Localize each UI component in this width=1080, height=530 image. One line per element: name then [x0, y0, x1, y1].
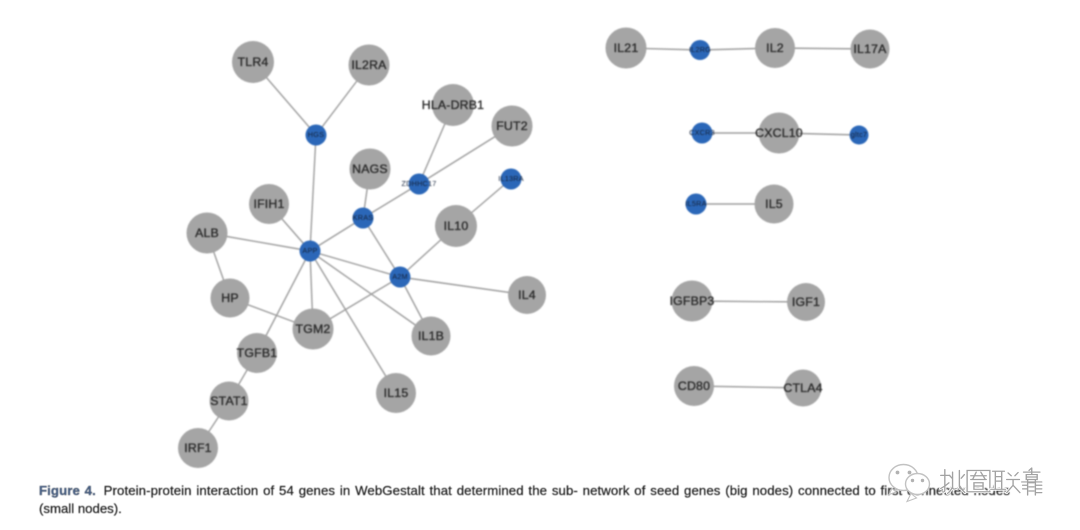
svg-text:TLR4: TLR4: [238, 55, 269, 69]
svg-text:A2M: A2M: [392, 272, 408, 281]
svg-text:IL2: IL2: [766, 41, 784, 55]
svg-text:TGFB1: TGFB1: [237, 346, 278, 360]
svg-text:IL15: IL15: [384, 386, 409, 400]
svg-text:IL5RA: IL5RA: [685, 199, 706, 208]
svg-text:TGM2: TGM2: [296, 322, 331, 336]
svg-text:CXCL10: CXCL10: [755, 126, 803, 140]
svg-text:gltc7: gltc7: [851, 130, 867, 139]
svg-text:FUT2: FUT2: [496, 119, 528, 133]
svg-text:IGF1: IGF1: [792, 295, 820, 309]
svg-text:STAT1: STAT1: [210, 394, 247, 408]
svg-text:IRF1: IRF1: [184, 441, 211, 455]
svg-text:IL13RA: IL13RA: [498, 174, 524, 183]
svg-text:ZDHHC17: ZDHHC17: [401, 179, 436, 188]
svg-text:HP: HP: [221, 291, 238, 305]
svg-text:IFIH1: IFIH1: [253, 197, 284, 211]
svg-text:IL2RA: IL2RA: [351, 58, 387, 72]
svg-text:IGFBP3: IGFBP3: [670, 294, 715, 308]
svg-text:IL1B: IL1B: [418, 329, 444, 343]
svg-text:CTLA4: CTLA4: [783, 381, 822, 395]
svg-text:APP: APP: [302, 246, 317, 255]
svg-text:HLA-DRB1: HLA-DRB1: [422, 98, 484, 112]
svg-text:IL21: IL21: [614, 41, 639, 55]
svg-text:IL17A: IL17A: [853, 42, 887, 56]
svg-text:IL4: IL4: [518, 288, 536, 302]
svg-text:NAGS: NAGS: [352, 162, 388, 176]
svg-text:CD80: CD80: [678, 379, 710, 393]
svg-text:CXCR3: CXCR3: [689, 128, 715, 137]
svg-text:IL5: IL5: [765, 197, 783, 211]
svg-text:ALB: ALB: [195, 226, 219, 240]
svg-text:HGS: HGS: [308, 130, 324, 139]
svg-text:IL2RG: IL2RG: [689, 45, 711, 54]
svg-text:IL10: IL10: [444, 219, 469, 233]
svg-text:KRAS: KRAS: [353, 213, 374, 222]
